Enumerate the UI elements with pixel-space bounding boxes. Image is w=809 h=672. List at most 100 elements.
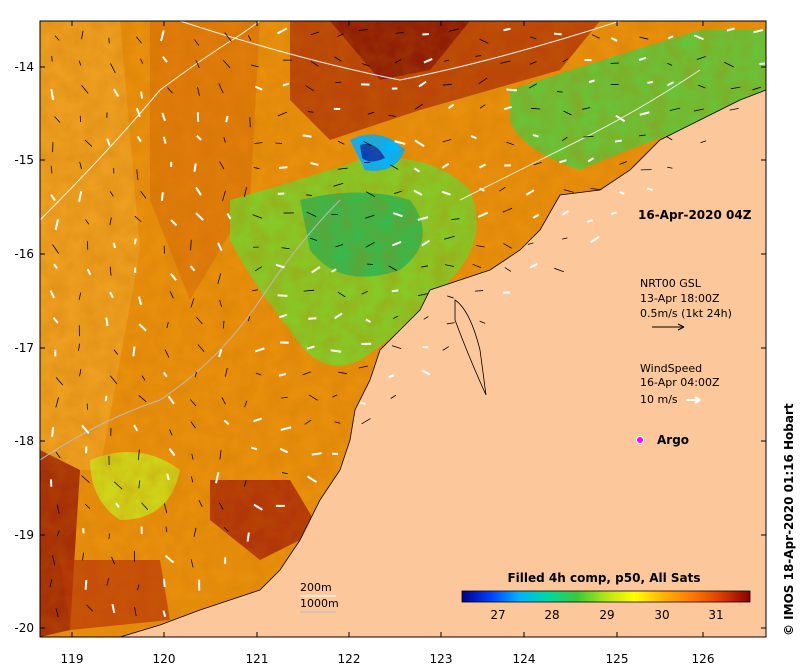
current-vector: [78, 292, 82, 300]
lat-tick-label: -18: [14, 434, 34, 448]
current-vector: [533, 162, 542, 166]
current-vector: [244, 479, 247, 487]
wind-vector: [215, 472, 220, 484]
current-vector: [358, 29, 368, 31]
wind-vector: [619, 190, 625, 195]
wind-vector: [532, 213, 540, 219]
wind-vector: [246, 532, 250, 542]
wind-vector: [421, 369, 431, 376]
current-vector: [446, 322, 455, 325]
current-vector: [506, 141, 514, 146]
wind-vector: [162, 56, 168, 63]
current-vector: [193, 527, 197, 537]
current-vector: [390, 394, 397, 399]
current-vector: [667, 62, 673, 66]
current-vector: [393, 315, 399, 319]
current-vector: [164, 349, 170, 358]
current-scale-arrow: [652, 323, 685, 331]
current-vector: [696, 56, 706, 60]
current-vector: [394, 59, 402, 64]
current-vector: [224, 32, 232, 42]
current-vector: [190, 298, 195, 308]
current-vector: [479, 104, 486, 109]
wind-vector: [164, 554, 175, 564]
current-vector: [244, 400, 248, 408]
current-vector: [54, 35, 60, 41]
current-vector: [109, 191, 114, 197]
current-vector: [79, 369, 82, 377]
wind-legend-line2: 16-Apr 04:00Z: [640, 376, 720, 389]
wind-legend-line3: 10 m/s: [640, 393, 678, 406]
lat-tick-label: -16: [14, 247, 34, 261]
current-vector: [556, 91, 563, 93]
current-vector: [476, 245, 485, 248]
wind-vector: [638, 56, 647, 61]
current-vector: [165, 526, 168, 533]
current-vector: [141, 502, 149, 510]
wind-vector: [647, 187, 654, 192]
wind-vector: [503, 27, 511, 32]
wind-vector: [225, 115, 229, 123]
wind-vector: [391, 289, 399, 293]
current-vector: [136, 169, 139, 181]
wind-vector: [136, 135, 142, 143]
wind-vector: [365, 318, 372, 323]
current-vector: [499, 186, 506, 192]
wind-vector: [115, 502, 120, 508]
lat-axis: -14 -15 -16 -17 -18 -19 -20: [14, 60, 766, 635]
wind-vector: [161, 112, 166, 122]
current-vector: [191, 453, 194, 460]
current-vector: [219, 502, 224, 510]
current-vector: [141, 375, 146, 381]
current-vector: [167, 87, 173, 94]
current-vector: [223, 137, 226, 143]
wind-vector: [306, 475, 318, 484]
wind-vector: [310, 161, 319, 166]
wind-vector: [218, 349, 223, 358]
current-vector: [222, 320, 225, 329]
current-vector: [51, 55, 53, 62]
current-vector: [222, 59, 231, 69]
current-vector: [84, 139, 93, 147]
current-vector: [503, 243, 512, 249]
current-vector: [444, 235, 455, 240]
wind-vector: [418, 80, 427, 88]
current-vector: [136, 36, 142, 44]
current-vector: [591, 34, 600, 39]
current-legend-line2: 13-Apr 18:00Z: [640, 292, 720, 305]
wind-vector: [111, 603, 116, 614]
current-vector: [752, 86, 761, 91]
wind-vector: [311, 452, 322, 456]
current-vector: [219, 450, 222, 460]
wind-vector: [250, 446, 258, 451]
current-vector: [194, 371, 197, 378]
wind-vector: [615, 114, 626, 123]
wind-vector: [726, 27, 735, 32]
current-vector: [562, 237, 568, 240]
current-vector: [113, 349, 119, 355]
current-vector: [54, 116, 61, 123]
wind-vector: [50, 89, 55, 101]
current-vector: [697, 84, 706, 89]
current-vector: [529, 36, 537, 40]
lon-tick-label: 126: [692, 652, 715, 666]
wind-vector: [167, 395, 175, 405]
current-vector: [724, 61, 735, 68]
current-vector: [334, 421, 341, 424]
current-vector: [190, 476, 194, 483]
wind-vector: [693, 34, 704, 41]
colorbar-tick-label: 30: [654, 608, 669, 622]
wind-vector: [280, 426, 292, 431]
current-vector: [81, 84, 89, 94]
wind-vector: [226, 213, 232, 220]
current-vector: [195, 60, 200, 69]
current-vector: [337, 140, 345, 145]
wind-vector: [413, 167, 420, 173]
wind-vector: [253, 503, 263, 511]
wind-vector: [330, 349, 342, 353]
current-vector: [111, 556, 116, 565]
isobath-200-label: 200m: [300, 581, 332, 594]
wind-vector: [559, 159, 567, 164]
current-vector: [639, 36, 649, 40]
